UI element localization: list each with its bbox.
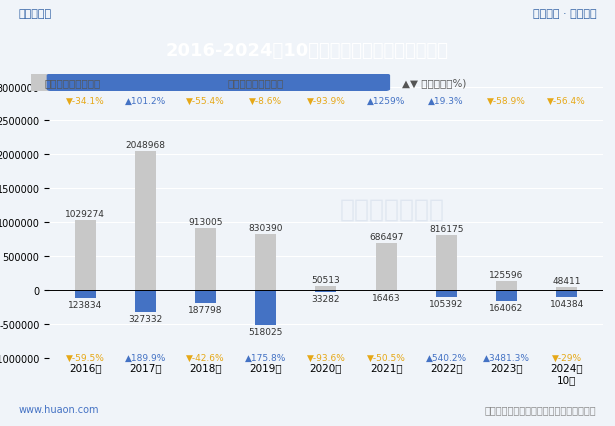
Text: 48411: 48411 [552,276,581,285]
Text: 123834: 123834 [68,301,103,310]
Text: 1029274: 1029274 [65,210,105,219]
Text: 2016-2024年10月银川综合保税区进、出口额: 2016-2024年10月银川综合保税区进、出口额 [166,42,449,60]
Text: 518025: 518025 [248,327,283,336]
Text: ▼-34.1%: ▼-34.1% [66,96,105,106]
Text: 数据来源：中国海关，华经产业研究院整理: 数据来源：中国海关，华经产业研究院整理 [485,404,597,414]
Text: www.huaon.com: www.huaon.com [18,404,99,414]
Text: ▼-42.6%: ▼-42.6% [186,353,225,362]
Text: 686497: 686497 [369,233,403,242]
Text: 164062: 164062 [490,303,523,312]
Bar [135,152,156,290]
Text: ▲▼ 同比增速（%): ▲▼ 同比增速（%) [402,78,466,88]
Bar [556,287,577,290]
Bar [75,290,96,299]
Text: 华经产业研究院: 华经产业研究院 [340,197,445,221]
Text: 专业严谨 · 客观科学: 专业严谨 · 客观科学 [533,9,597,19]
Bar [255,234,276,290]
Text: 进口总额（千美元）: 进口总额（千美元） [227,78,284,88]
FancyBboxPatch shape [0,71,207,95]
Text: 913005: 913005 [188,217,223,227]
Text: ▲101.2%: ▲101.2% [125,96,166,106]
Bar [376,244,397,290]
Bar [496,290,517,301]
Text: 50513: 50513 [312,276,340,285]
Text: 327332: 327332 [129,314,162,323]
Bar [496,282,517,290]
Text: 16463: 16463 [372,294,400,302]
Text: ▼-50.5%: ▼-50.5% [367,353,405,362]
Bar [315,287,336,290]
Text: 104384: 104384 [549,299,584,308]
Text: ▼-93.6%: ▼-93.6% [306,353,346,362]
Text: ▲3481.3%: ▲3481.3% [483,353,530,362]
Text: ▼-59.5%: ▼-59.5% [66,353,105,362]
Text: ▼-58.9%: ▼-58.9% [487,96,526,106]
Text: ▼-56.4%: ▼-56.4% [547,96,586,106]
Bar [556,290,577,297]
Bar [315,290,336,293]
FancyBboxPatch shape [47,71,389,95]
Text: ▲540.2%: ▲540.2% [426,353,467,362]
Bar [135,290,156,312]
Text: ▲1259%: ▲1259% [367,96,405,106]
Text: 187798: 187798 [188,305,223,314]
Text: 出口总额（千美元）: 出口总额（千美元） [44,78,101,88]
Text: ▲189.9%: ▲189.9% [125,353,166,362]
Text: 华经情报网: 华经情报网 [18,9,52,19]
Text: ▼-8.6%: ▼-8.6% [249,96,282,106]
Text: 33282: 33282 [312,294,340,303]
Bar [75,221,96,290]
Text: ▲175.8%: ▲175.8% [245,353,287,362]
Text: ▼-29%: ▼-29% [552,353,582,362]
Text: ▲19.3%: ▲19.3% [429,96,464,106]
Bar [195,228,216,290]
Bar [195,290,216,303]
Text: 816175: 816175 [429,224,464,233]
Text: 125596: 125596 [490,271,523,280]
Text: ▼-93.9%: ▼-93.9% [306,96,346,106]
Bar [376,290,397,291]
Bar [436,235,457,290]
Bar [436,290,457,297]
Text: 830390: 830390 [248,223,283,232]
Text: ▼-55.4%: ▼-55.4% [186,96,225,106]
Text: 2048968: 2048968 [125,141,165,150]
Text: 105392: 105392 [429,299,464,308]
Bar [255,290,276,325]
